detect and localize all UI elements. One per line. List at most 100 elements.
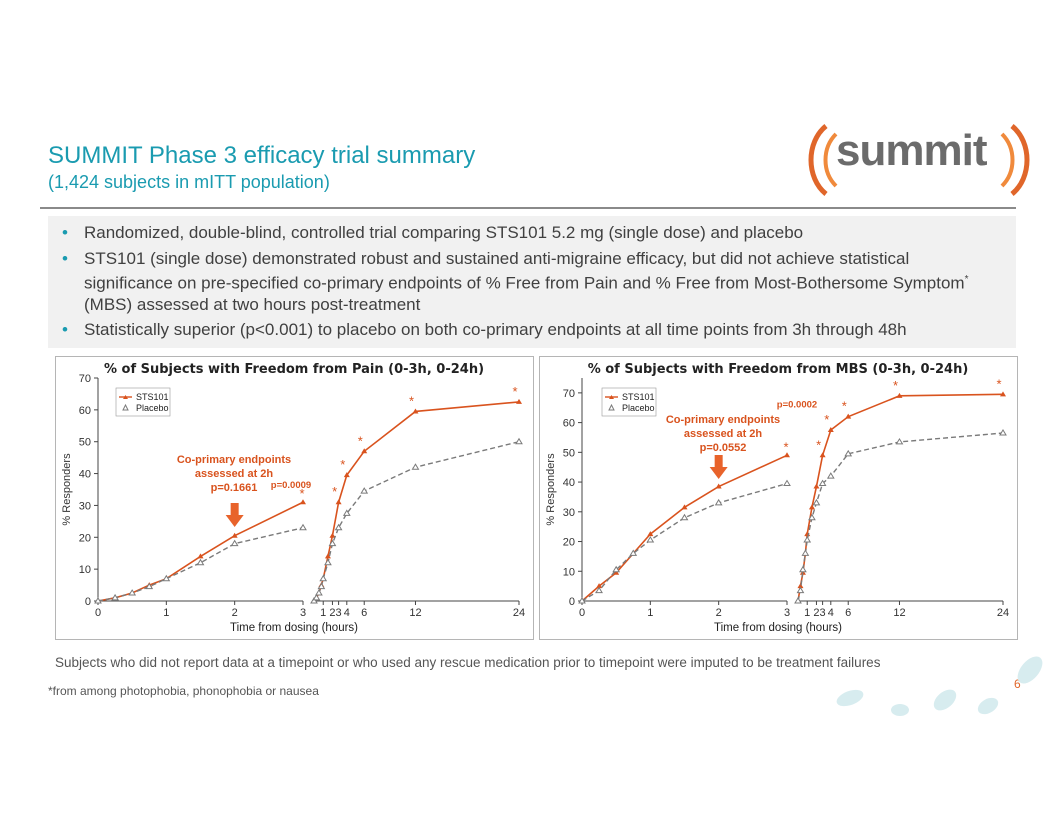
imputation-footnote: Subjects who did not report data at a ti…	[55, 655, 881, 670]
x-tick-label: 6	[845, 607, 851, 619]
data-point-placebo	[629, 549, 638, 556]
significance-star: *	[409, 393, 414, 408]
data-point-placebo	[818, 479, 827, 487]
data-point-sts101	[335, 499, 342, 505]
coprimary-annotation: Co-primary endpoints	[177, 454, 291, 466]
x-tick-label: 1	[804, 607, 810, 619]
x-tick-label: 2	[813, 607, 819, 619]
p-value-3h: p=0.0002	[777, 399, 817, 410]
y-tick-label: 10	[563, 566, 575, 578]
chart-title: % of Subjects with Freedom from Pain (0-…	[104, 362, 484, 377]
arrow-shaft	[714, 455, 723, 467]
legend-marker-placebo	[122, 403, 129, 411]
data-point-sts101	[343, 472, 350, 478]
y-tick-label: 20	[563, 537, 575, 549]
legend-label: Placebo	[622, 403, 655, 413]
data-point-placebo	[315, 589, 323, 596]
legend-box	[601, 387, 657, 417]
coprimary-annotation: Co-primary endpoints	[666, 414, 780, 426]
arrow-head	[709, 467, 728, 479]
data-point-placebo	[145, 582, 154, 590]
data-point-placebo	[595, 586, 603, 594]
chart-svg: % of Subjects with Freedom from MBS (0-3…	[545, 362, 1009, 634]
data-point-sts101	[361, 448, 368, 454]
coprimary-annotation: p=0.0552	[700, 442, 747, 454]
x-tick-label: 0	[579, 607, 585, 619]
x-tick-label: 0	[95, 607, 101, 619]
data-point-placebo	[162, 574, 171, 582]
x-tick-label: 3	[300, 607, 306, 619]
data-point-sts101	[197, 553, 204, 559]
y-tick-label: 40	[563, 477, 575, 489]
summary-bullets: • Randomized, double-blind, controlled tr…	[48, 216, 1016, 348]
significance-star: *	[824, 412, 829, 427]
chart-svg: % of Subjects with Freedom from Pain (0-…	[61, 362, 525, 634]
data-point-sts101	[813, 483, 820, 489]
data-point-sts101	[804, 531, 811, 537]
significance-star: *	[783, 439, 788, 454]
significance-star: *	[996, 376, 1001, 391]
x-tick-label: 12	[409, 607, 421, 619]
data-point-placebo	[324, 558, 332, 566]
data-point-placebo	[794, 597, 802, 604]
legend-label: STS101	[136, 392, 169, 402]
x-tick-label: 4	[828, 607, 834, 619]
x-tick-label: 4	[344, 607, 350, 619]
legend-label: STS101	[622, 392, 655, 402]
data-point-sts101	[324, 553, 331, 559]
data-point-sts101	[896, 392, 903, 398]
x-tick-label: 2	[716, 607, 722, 619]
data-point-placebo	[319, 574, 328, 582]
data-point-placebo	[360, 487, 369, 494]
data-point-placebo	[783, 479, 791, 487]
series-line-sts101	[97, 501, 304, 602]
data-point-placebo	[230, 539, 239, 547]
data-point-sts101	[231, 532, 238, 538]
data-point-placebo	[796, 586, 805, 594]
arrow-shaft	[230, 503, 239, 515]
data-point-placebo	[812, 498, 821, 506]
data-point-placebo	[803, 536, 812, 543]
summit-logo	[808, 124, 1030, 196]
x-tick-label: 1	[163, 607, 169, 619]
y-tick-label: 70	[563, 388, 575, 400]
data-point-placebo	[328, 539, 337, 547]
y-tick-label: 0	[85, 596, 91, 608]
legend-marker-sts101	[123, 395, 128, 399]
page-title: SUMMIT Phase 3 efficacy trial summary	[48, 142, 476, 169]
significance-star: *	[816, 437, 821, 452]
y-tick-label: 10	[79, 564, 91, 576]
data-point-placebo	[680, 513, 689, 521]
x-tick-label: 2	[329, 607, 335, 619]
data-point-placebo	[801, 549, 810, 556]
series-line-sts101	[313, 401, 520, 602]
chart-freedom-from-pain: % of Subjects with Freedom from Pain (0-…	[55, 356, 534, 640]
page-number: 6	[1014, 677, 1021, 691]
significance-star: *	[340, 457, 345, 472]
x-tick-label: 3	[784, 607, 790, 619]
series-line-sts101	[581, 454, 788, 602]
data-point-sts101	[1000, 391, 1006, 397]
data-point-placebo	[799, 565, 807, 573]
legend-box	[115, 387, 171, 417]
decorative-leaves	[836, 656, 1043, 716]
data-point-placebo	[94, 597, 102, 604]
y-tick-label: 30	[79, 500, 91, 512]
y-tick-label: 20	[79, 532, 91, 544]
chart-title: % of Subjects with Freedom from MBS (0-3…	[588, 362, 969, 377]
x-tick-label: 1	[320, 607, 326, 619]
data-point-placebo	[999, 429, 1007, 436]
y-tick-label: 60	[563, 418, 575, 430]
data-point-placebo	[312, 593, 321, 601]
x-axis-label: Time from dosing (hours)	[230, 622, 358, 634]
y-tick-label: 30	[563, 507, 575, 519]
y-tick-label: 70	[79, 373, 91, 385]
legend-marker-sts101	[609, 395, 614, 399]
data-point-placebo	[826, 472, 835, 479]
data-point-sts101	[516, 398, 522, 404]
x-tick-label: 2	[232, 607, 238, 619]
p-value-3h: p=0.0009	[271, 480, 311, 491]
legend-label: Placebo	[136, 403, 169, 413]
coprimary-annotation: p=0.1661	[211, 482, 258, 494]
y-tick-label: 0	[569, 596, 575, 608]
